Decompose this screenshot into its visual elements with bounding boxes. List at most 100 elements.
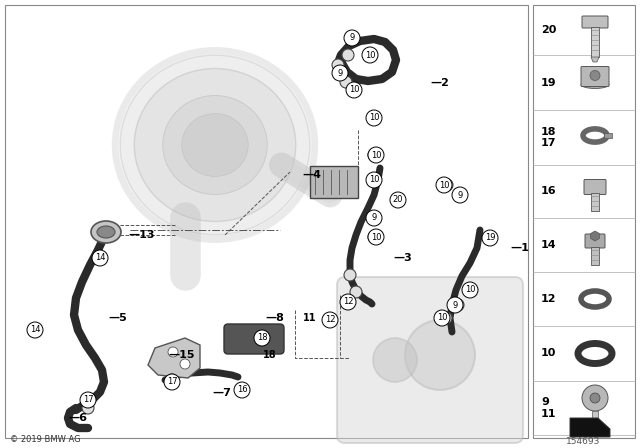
Text: 11: 11	[303, 313, 317, 323]
Circle shape	[164, 374, 180, 390]
Circle shape	[366, 210, 382, 226]
Circle shape	[180, 359, 190, 369]
Text: 20: 20	[393, 195, 403, 204]
Text: —1: —1	[510, 243, 529, 253]
Text: 9
11: 9 11	[541, 397, 557, 419]
Text: 10: 10	[371, 233, 381, 241]
Circle shape	[453, 189, 465, 201]
Text: 18
17: 18 17	[541, 127, 557, 148]
Text: 9: 9	[337, 69, 342, 78]
Circle shape	[452, 187, 468, 203]
Polygon shape	[148, 338, 200, 378]
Text: —5: —5	[108, 313, 127, 323]
Circle shape	[582, 385, 608, 411]
Circle shape	[590, 393, 600, 403]
Circle shape	[93, 252, 105, 264]
FancyBboxPatch shape	[582, 16, 608, 28]
Ellipse shape	[182, 113, 248, 177]
Bar	[591, 247, 599, 265]
Text: —6: —6	[68, 413, 87, 423]
Text: —4: —4	[302, 170, 321, 180]
Circle shape	[236, 384, 248, 396]
Circle shape	[82, 402, 94, 414]
Circle shape	[441, 179, 453, 191]
Text: —13: —13	[128, 230, 154, 240]
Circle shape	[254, 330, 270, 346]
Circle shape	[362, 47, 378, 63]
Circle shape	[168, 347, 178, 357]
Circle shape	[434, 310, 450, 326]
Ellipse shape	[97, 226, 115, 238]
Text: 18: 18	[257, 333, 268, 343]
Circle shape	[340, 294, 356, 310]
Circle shape	[92, 250, 108, 266]
Text: 18: 18	[263, 350, 277, 360]
Circle shape	[405, 320, 475, 390]
Text: 14: 14	[541, 240, 557, 250]
Circle shape	[366, 172, 382, 188]
Circle shape	[464, 284, 476, 296]
Text: —15: —15	[168, 350, 195, 360]
FancyBboxPatch shape	[581, 66, 609, 86]
Circle shape	[368, 112, 380, 124]
Text: 9: 9	[371, 214, 376, 223]
Text: 16: 16	[237, 385, 247, 395]
Text: —7: —7	[212, 388, 231, 398]
Circle shape	[27, 322, 43, 338]
Text: —3: —3	[393, 253, 412, 263]
Circle shape	[256, 334, 268, 346]
Text: 12: 12	[343, 297, 353, 306]
Circle shape	[322, 312, 338, 328]
Ellipse shape	[134, 69, 296, 221]
Text: 12: 12	[541, 294, 557, 304]
Circle shape	[344, 269, 356, 281]
Bar	[604, 134, 612, 138]
Text: —2: —2	[430, 78, 449, 88]
Circle shape	[447, 297, 463, 313]
Text: 19: 19	[484, 233, 495, 242]
Circle shape	[373, 338, 417, 382]
Circle shape	[390, 192, 406, 208]
Ellipse shape	[581, 81, 609, 89]
Circle shape	[332, 65, 348, 81]
Circle shape	[391, 194, 403, 206]
FancyBboxPatch shape	[585, 234, 605, 248]
FancyBboxPatch shape	[337, 277, 523, 443]
Bar	[591, 27, 599, 57]
Ellipse shape	[163, 95, 268, 194]
Bar	[533, 5, 635, 438]
Circle shape	[368, 231, 380, 243]
Circle shape	[342, 49, 354, 61]
Circle shape	[368, 174, 380, 186]
Text: 9: 9	[458, 190, 463, 199]
Text: 10: 10	[349, 86, 359, 95]
Text: 10: 10	[541, 349, 556, 358]
Text: © 2019 BMW AG: © 2019 BMW AG	[10, 435, 81, 444]
Text: 19: 19	[541, 78, 557, 87]
Bar	[5, 5, 528, 438]
Polygon shape	[591, 57, 599, 62]
Text: 10: 10	[369, 176, 380, 185]
Text: 16: 16	[541, 186, 557, 197]
FancyBboxPatch shape	[224, 324, 284, 354]
Circle shape	[366, 110, 382, 126]
Text: —8: —8	[265, 313, 284, 323]
FancyBboxPatch shape	[584, 180, 606, 194]
Circle shape	[368, 147, 384, 163]
Text: 17: 17	[83, 396, 93, 405]
Circle shape	[80, 392, 96, 408]
Circle shape	[436, 177, 452, 193]
Circle shape	[368, 212, 380, 224]
Circle shape	[344, 30, 360, 46]
Ellipse shape	[91, 221, 121, 243]
Circle shape	[166, 374, 178, 386]
Text: 10: 10	[465, 285, 476, 294]
Text: 10: 10	[365, 51, 375, 60]
Circle shape	[590, 70, 600, 81]
Circle shape	[30, 324, 42, 336]
Circle shape	[350, 286, 362, 298]
FancyBboxPatch shape	[310, 166, 358, 198]
Text: 20: 20	[541, 25, 556, 35]
Circle shape	[440, 312, 452, 324]
Circle shape	[346, 82, 362, 98]
